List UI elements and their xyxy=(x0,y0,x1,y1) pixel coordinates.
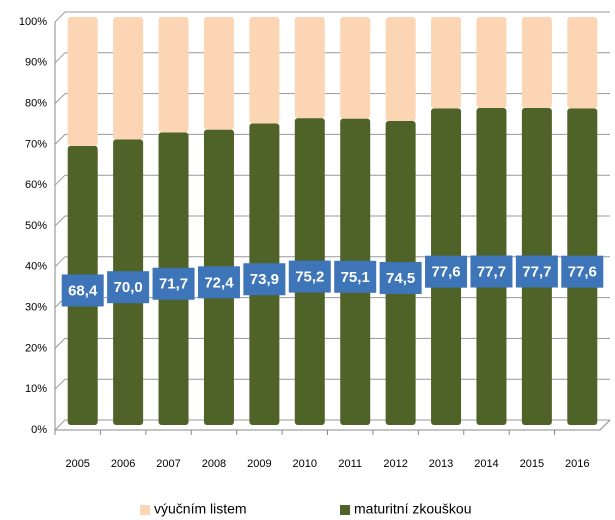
y-tick-label: 70% xyxy=(25,138,47,150)
grid-line xyxy=(54,93,66,104)
y-tick-label: 90% xyxy=(25,57,47,69)
grid-line xyxy=(54,52,66,64)
data-label: 74,5 xyxy=(386,270,415,287)
grid-line xyxy=(54,256,66,268)
data-label: 70,0 xyxy=(114,279,143,296)
x-tick-label: 2011 xyxy=(338,458,362,470)
data-label: 75,2 xyxy=(295,269,324,286)
y-tick-label: 60% xyxy=(25,179,47,191)
data-label: 77,7 xyxy=(477,263,506,280)
y-tick-label: 40% xyxy=(25,261,47,273)
x-tick-label: 2006 xyxy=(111,458,135,470)
x-tick-label: 2009 xyxy=(247,458,271,470)
data-label-box xyxy=(288,260,331,293)
data-label-box xyxy=(152,267,195,300)
legend-label: výučním listem xyxy=(154,501,247,517)
y-tick-label: 10% xyxy=(25,383,47,395)
data-label: 73,9 xyxy=(250,271,279,288)
y-tick-label: 20% xyxy=(25,342,47,354)
data-label-box xyxy=(197,266,240,299)
data-label-box xyxy=(515,255,558,288)
grid-line xyxy=(54,419,66,431)
bar xyxy=(385,17,416,122)
bar xyxy=(431,17,462,109)
legend-swatch xyxy=(140,505,150,515)
x-axis xyxy=(599,419,611,431)
legend-label: maturitní zkouškou xyxy=(354,501,472,517)
y-tick-label: 30% xyxy=(25,302,47,314)
data-label: 75,1 xyxy=(341,269,370,286)
y-tick-label: 0% xyxy=(31,424,47,436)
data-label: 68,4 xyxy=(68,282,98,299)
x-tick-label: 2005 xyxy=(65,458,89,470)
grid-line xyxy=(54,338,66,349)
x-tick-label: 2013 xyxy=(429,458,453,470)
data-label-box xyxy=(107,271,150,304)
bar xyxy=(521,17,552,108)
legend-swatch xyxy=(340,505,350,515)
data-label: 77,6 xyxy=(431,264,460,281)
data-label-box xyxy=(61,274,104,307)
grid-line xyxy=(54,174,66,186)
bar xyxy=(340,17,371,119)
bar xyxy=(476,17,507,108)
data-label: 72,4 xyxy=(204,274,234,291)
bar xyxy=(203,17,234,130)
data-label-box xyxy=(379,262,422,295)
x-tick-label: 2007 xyxy=(156,458,180,470)
data-label: 71,7 xyxy=(159,276,188,293)
grid-line xyxy=(54,134,66,145)
y-tick-label: 100% xyxy=(19,16,47,28)
data-label-box xyxy=(470,255,513,288)
bar xyxy=(67,17,98,146)
bar xyxy=(294,17,325,119)
y-tick-label: 80% xyxy=(25,98,47,110)
grid-line xyxy=(54,215,66,227)
x-tick-label: 2012 xyxy=(383,458,407,470)
data-label-box xyxy=(334,260,377,293)
data-label: 77,6 xyxy=(568,264,597,281)
data-label: 77,7 xyxy=(522,263,551,280)
x-tick-label: 2016 xyxy=(565,458,589,470)
x-tick-label: 2010 xyxy=(293,458,317,470)
data-label-box xyxy=(561,255,604,288)
y-tick-label: 50% xyxy=(25,220,47,232)
grid-line xyxy=(54,11,66,23)
bar xyxy=(567,17,598,109)
bar xyxy=(113,17,144,140)
data-label-box xyxy=(425,255,468,288)
data-label-box xyxy=(243,263,286,296)
x-tick-label: 2014 xyxy=(474,458,498,470)
bar xyxy=(158,17,189,133)
bar xyxy=(249,17,280,124)
x-tick-label: 2015 xyxy=(520,458,544,470)
grid-line xyxy=(54,378,66,390)
x-tick-label: 2008 xyxy=(202,458,226,470)
